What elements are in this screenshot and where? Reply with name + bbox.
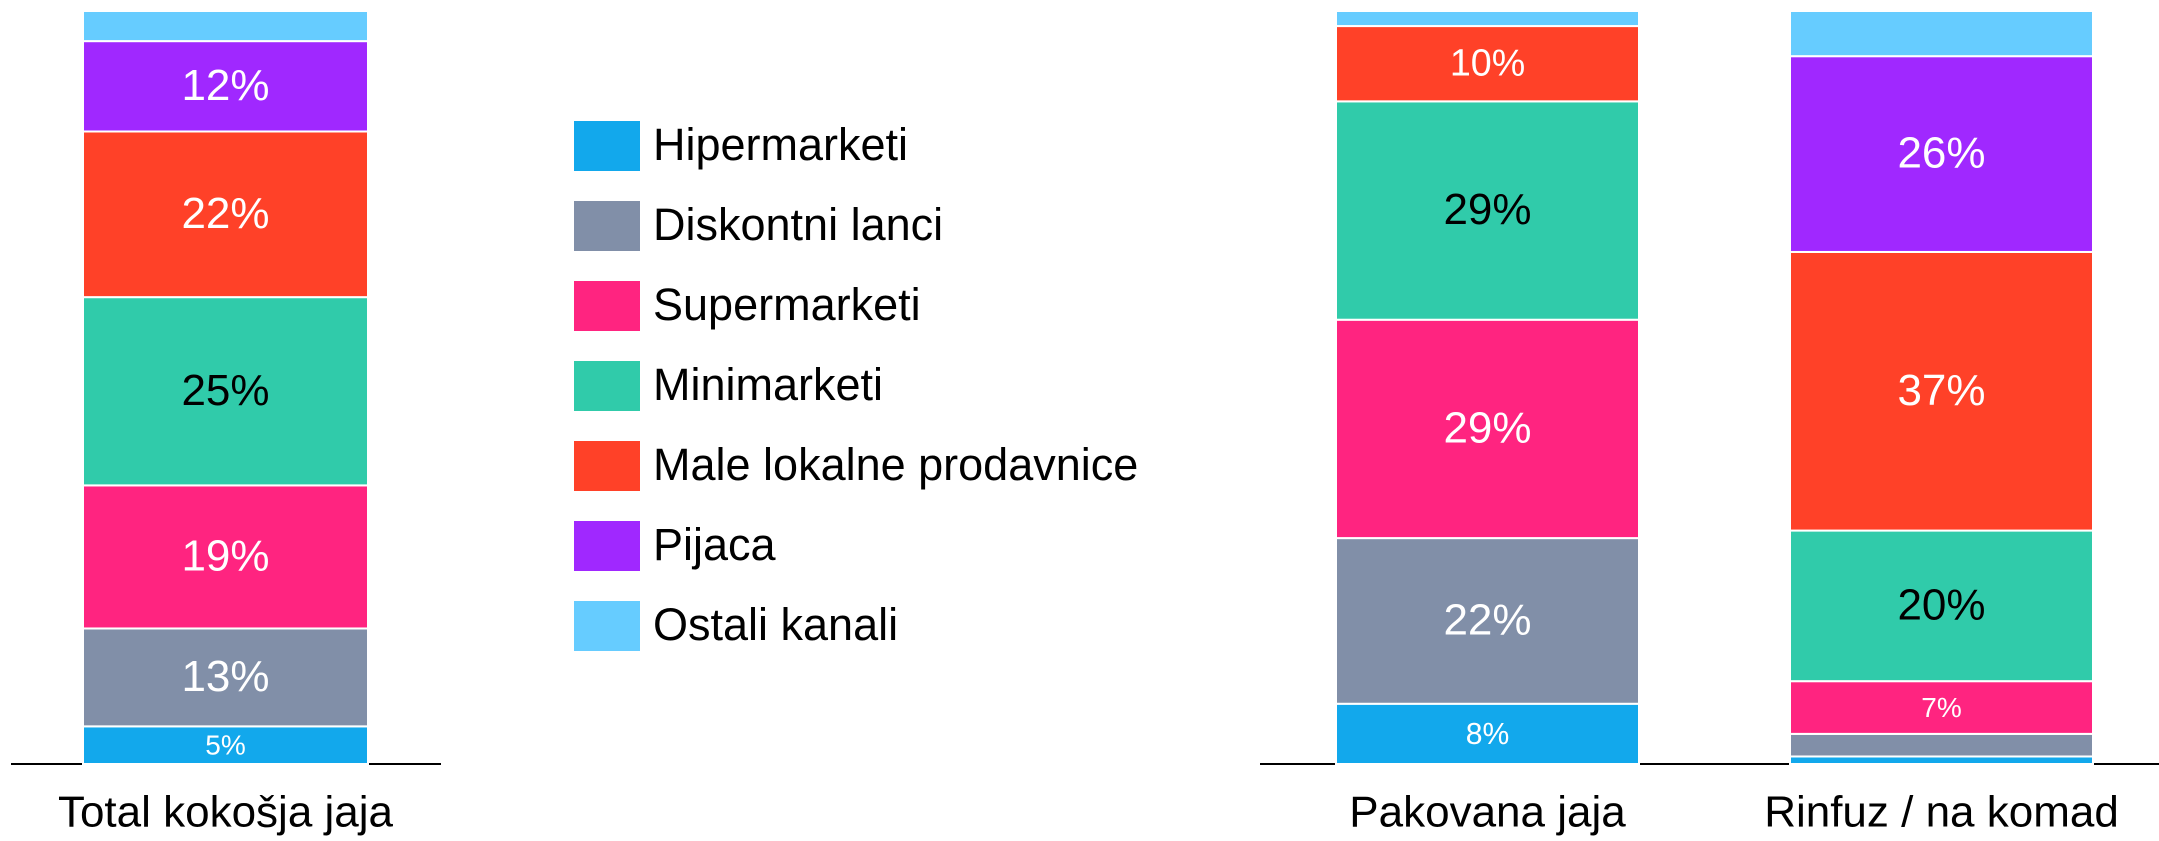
data-label: 22%	[1443, 596, 1531, 645]
x-tick-label: Pakovana jaja	[1349, 788, 1626, 837]
data-label: 5%	[205, 730, 245, 761]
data-label: 7%	[1921, 692, 1961, 723]
bar-segment	[82, 484, 369, 630]
bar-segment	[1335, 10, 1640, 28]
bar-segment	[82, 40, 369, 133]
bar-segment	[1789, 732, 2094, 758]
bar-segment	[82, 130, 369, 299]
x-tick-label: Rinfuz / na komad	[1764, 788, 2119, 837]
legend-label: Minimarketi	[653, 359, 883, 410]
data-label: 29%	[1443, 185, 1531, 234]
data-label: 37%	[1897, 366, 1985, 415]
legend-swatch	[574, 441, 640, 491]
bar-segment	[1789, 680, 2094, 735]
bar-segment	[82, 296, 369, 487]
legend-label: Supermarketi	[653, 279, 921, 330]
bar-segment	[1789, 529, 2094, 683]
data-label: 29%	[1443, 404, 1531, 453]
data-label: 25%	[181, 366, 269, 415]
data-label: 8%	[1466, 718, 1510, 751]
legend-swatch	[574, 281, 640, 331]
bar-segment	[1789, 755, 2094, 765]
legend-swatch	[574, 201, 640, 251]
legend-label: Ostali kanali	[653, 599, 898, 650]
legend-swatch	[574, 121, 640, 171]
legend-label: Male lokalne prodavnice	[653, 439, 1138, 490]
bar-segment	[82, 10, 369, 43]
legend-label: Pijaca	[653, 519, 777, 570]
data-label: 10%	[1450, 42, 1525, 84]
legend-swatch	[574, 601, 640, 651]
data-label: 13%	[181, 652, 269, 701]
bar-segment	[82, 725, 369, 765]
legend-label: Hipermarketi	[653, 119, 908, 170]
bar-segment	[1335, 318, 1640, 540]
bar-segment	[1789, 55, 2094, 253]
bar-segment	[1789, 10, 2094, 58]
data-label: 22%	[181, 189, 269, 238]
bar-segment	[1335, 537, 1640, 705]
legend-swatch	[574, 361, 640, 411]
bar-segment	[1789, 250, 2094, 532]
legend-label: Diskontni lanci	[653, 199, 943, 250]
data-label: 19%	[181, 532, 269, 581]
bar-segment	[1335, 702, 1640, 766]
data-label: 26%	[1897, 129, 1985, 178]
bar-segment	[1335, 25, 1640, 103]
data-label: 12%	[181, 61, 269, 110]
legend-swatch	[574, 521, 640, 571]
x-tick-label: Total kokošja jaja	[58, 788, 394, 837]
data-label: 20%	[1897, 580, 1985, 629]
